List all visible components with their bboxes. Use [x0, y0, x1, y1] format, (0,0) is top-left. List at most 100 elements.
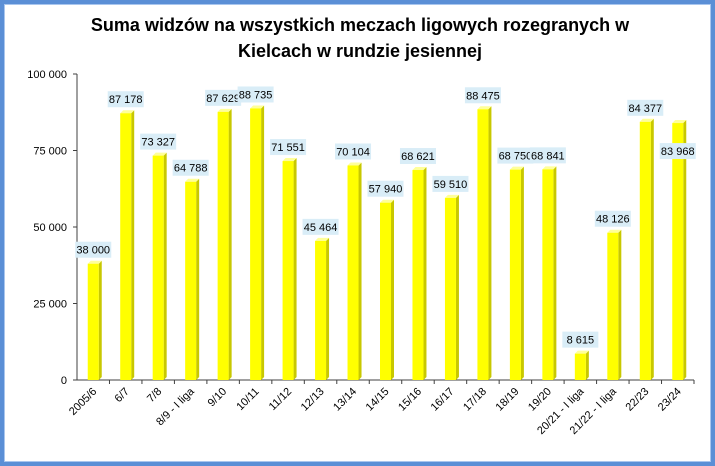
data-label: 64 788 — [174, 163, 208, 175]
data-label-bg — [205, 89, 242, 106]
data-label-bg — [529, 147, 566, 164]
x-tick-label: 2005/6 — [67, 386, 99, 418]
data-label-bg — [594, 210, 631, 227]
bar-top — [87, 260, 102, 264]
x-tick-label: 10/11 — [234, 386, 261, 413]
bar-top — [412, 167, 427, 171]
data-label: 38 000 — [76, 245, 110, 257]
bar-side — [261, 105, 265, 381]
bar — [672, 123, 684, 380]
bar-side — [163, 152, 167, 380]
bar — [217, 111, 229, 381]
bar-top — [477, 106, 492, 110]
data-label-bg — [237, 86, 274, 103]
data-label-bg — [367, 180, 404, 197]
data-label: 48 126 — [596, 214, 630, 226]
data-label: 87 629 — [206, 93, 240, 105]
x-tick-labels: 2005/6 6/7 7/88/9 - I liga 9/10 10/11 11/12 12… — [67, 385, 684, 437]
bar-top — [672, 120, 687, 124]
bar — [120, 113, 132, 380]
bar-side — [683, 120, 687, 380]
data-label: 45 464 — [304, 222, 338, 234]
bar — [87, 263, 99, 380]
bar-side — [650, 118, 654, 380]
bar-side — [423, 167, 427, 380]
bar-top — [542, 166, 557, 170]
bar-top — [444, 194, 459, 198]
data-label: 84 377 — [628, 103, 662, 115]
data-label: 83 968 — [661, 146, 695, 158]
data-label-bg — [627, 99, 664, 116]
bar-top — [639, 118, 654, 122]
bar — [542, 169, 554, 380]
bar — [380, 202, 391, 380]
data-label: 71 551 — [271, 142, 305, 154]
data-label-bg — [335, 143, 372, 160]
bar — [574, 353, 586, 380]
data-label-bg — [270, 139, 307, 156]
bar-top — [120, 110, 135, 114]
data-label-bg — [140, 133, 177, 150]
bars — [87, 105, 687, 381]
bar — [250, 108, 262, 381]
y-tick-label: 0 — [61, 375, 67, 387]
x-tick-label: 7/8 — [145, 386, 164, 405]
data-label: 68 841 — [531, 150, 565, 162]
bar-top — [347, 162, 362, 166]
bar — [152, 155, 164, 380]
x-tick-label: 16/17 — [429, 386, 457, 414]
bar-top — [607, 229, 622, 233]
x-tick-label: 13/14 — [331, 386, 359, 414]
y-tick-label: 100 000 — [27, 69, 67, 81]
data-label-bg — [562, 331, 599, 348]
bar — [509, 169, 521, 380]
data-label: 8 615 — [567, 335, 595, 347]
bar-top — [315, 237, 330, 241]
bar — [639, 121, 651, 380]
bar — [444, 197, 456, 380]
x-tick-label: 19/20 — [526, 386, 554, 414]
y-tick-label: 25 000 — [33, 299, 67, 311]
bar-top — [152, 152, 167, 156]
bar-top — [217, 108, 232, 112]
bar — [607, 232, 619, 380]
data-label: 68 750 — [499, 151, 533, 163]
bar — [347, 165, 359, 380]
y-tick-labels: 0 25 000 50 000 75 000 100 000 — [27, 69, 67, 387]
bar-side — [618, 229, 622, 380]
bar-side — [98, 260, 102, 380]
bar-side — [520, 166, 524, 380]
bar — [185, 181, 197, 380]
data-label: 73 327 — [141, 137, 175, 149]
data-label-bg — [172, 159, 209, 176]
data-label-bg — [464, 87, 501, 104]
bar-side — [358, 162, 362, 380]
x-tick-label: 12/13 — [299, 386, 327, 414]
bar-top — [509, 166, 524, 170]
x-tick-label: 18/19 — [494, 386, 522, 414]
bar-side — [196, 178, 200, 380]
y-tick-label: 75 000 — [33, 146, 67, 158]
data-label: 59 510 — [434, 179, 468, 191]
data-label-bg — [659, 143, 696, 160]
bar-top — [574, 350, 589, 354]
data-label: 57 940 — [369, 184, 403, 196]
bar-side — [455, 194, 459, 380]
bar-side — [391, 199, 394, 380]
bar-side — [326, 237, 330, 380]
data-label-bg — [432, 175, 469, 192]
x-tick-label: 15/16 — [396, 386, 424, 414]
x-tick-label: 9/10 — [206, 386, 230, 410]
bar-side — [293, 158, 297, 380]
bar — [477, 109, 489, 380]
bar-side — [488, 106, 492, 380]
data-label: 87 178 — [109, 94, 143, 106]
data-label-bg — [302, 218, 339, 235]
data-label: 70 104 — [336, 146, 370, 158]
bar-top — [185, 178, 200, 182]
x-tick-label: 23/24 — [656, 386, 684, 414]
x-tick-label: 6/7 — [113, 386, 132, 405]
x-tick-label: 11/12 — [267, 386, 294, 413]
